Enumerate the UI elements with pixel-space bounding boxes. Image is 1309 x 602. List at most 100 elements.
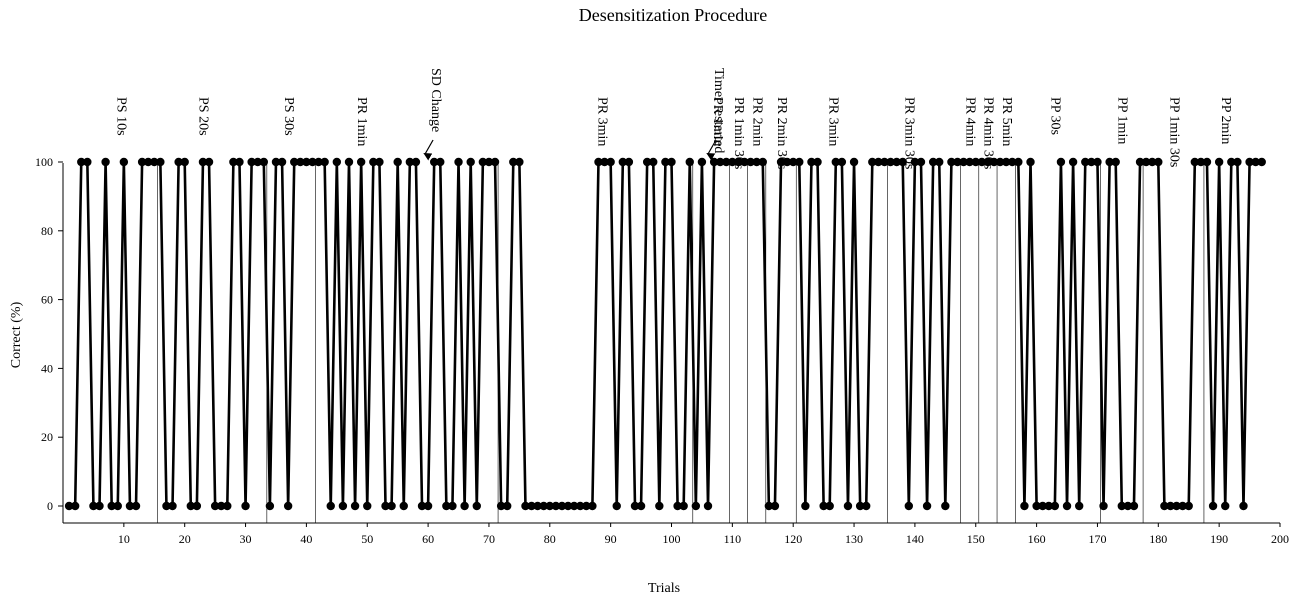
data-point bbox=[1093, 157, 1102, 167]
annotation-arrow bbox=[706, 139, 717, 161]
data-point bbox=[503, 501, 512, 511]
x-tick-label: 10 bbox=[118, 532, 130, 546]
data-point bbox=[977, 157, 987, 167]
data-point bbox=[253, 157, 262, 167]
data-point bbox=[375, 157, 384, 167]
annotation-arrow bbox=[423, 139, 434, 161]
data-point bbox=[1050, 501, 1060, 511]
data-point bbox=[174, 157, 183, 167]
data-point bbox=[326, 501, 335, 511]
data-point bbox=[959, 157, 968, 167]
data-point bbox=[484, 157, 494, 167]
data-point bbox=[77, 157, 86, 167]
data-point bbox=[685, 157, 694, 167]
data-point bbox=[983, 157, 993, 167]
phase-label: PS 10s bbox=[114, 97, 129, 136]
data-point bbox=[843, 501, 853, 511]
data-point bbox=[125, 501, 135, 511]
data-point bbox=[825, 501, 834, 511]
data-point bbox=[1239, 501, 1248, 511]
y-tick-label: 0 bbox=[47, 499, 53, 513]
data-point bbox=[557, 501, 567, 511]
data-point bbox=[1001, 157, 1011, 167]
data-point bbox=[381, 501, 390, 511]
data-point bbox=[131, 501, 141, 511]
data-point bbox=[168, 501, 177, 511]
data-point bbox=[551, 501, 561, 511]
data-point bbox=[941, 501, 950, 511]
data-point bbox=[423, 501, 433, 511]
phase-label: PR 3min 30s bbox=[902, 97, 917, 169]
phase-label: PR 1min bbox=[354, 97, 369, 146]
data-point bbox=[849, 157, 859, 167]
data-point bbox=[715, 157, 725, 167]
data-point bbox=[953, 157, 962, 167]
data-point bbox=[277, 157, 287, 167]
data-point bbox=[539, 501, 548, 511]
x-tick-label: 40 bbox=[300, 532, 312, 546]
data-point bbox=[1032, 501, 1041, 511]
data-point bbox=[338, 501, 348, 511]
data-point bbox=[965, 157, 974, 167]
data-point bbox=[563, 501, 573, 511]
data-point bbox=[898, 157, 907, 167]
data-point bbox=[1056, 157, 1066, 167]
data-point bbox=[217, 501, 226, 511]
data-point bbox=[1081, 157, 1090, 167]
data-point bbox=[332, 157, 342, 167]
data-point bbox=[904, 501, 914, 511]
data-point bbox=[1178, 501, 1187, 511]
data-point bbox=[472, 501, 481, 511]
data-point bbox=[1208, 501, 1218, 511]
data-point bbox=[247, 157, 256, 167]
data-point bbox=[1251, 157, 1260, 167]
x-tick-label: 170 bbox=[1088, 532, 1106, 546]
data-point bbox=[649, 157, 658, 167]
x-tick-label: 200 bbox=[1271, 532, 1289, 546]
x-tick-label: 60 bbox=[422, 532, 434, 546]
x-tick-label: 110 bbox=[724, 532, 742, 546]
data-point bbox=[296, 157, 305, 167]
data-point bbox=[569, 501, 579, 511]
data-point bbox=[265, 501, 275, 511]
data-point bbox=[1227, 157, 1236, 167]
x-tick-label: 20 bbox=[179, 532, 191, 546]
y-tick-label: 40 bbox=[41, 361, 53, 375]
data-point bbox=[302, 157, 311, 167]
data-point bbox=[1233, 157, 1242, 167]
data-point bbox=[70, 501, 80, 511]
annotations: PS 10s PS 20s PS 30s PR 1min PR 3min PR 1min P… bbox=[114, 68, 1233, 169]
data-point bbox=[545, 501, 554, 511]
data-point bbox=[101, 157, 110, 167]
data-point bbox=[697, 157, 707, 167]
phase-label: PR 1min 30s bbox=[731, 97, 746, 169]
phase-label: PP 30s bbox=[1048, 97, 1063, 135]
data-point bbox=[259, 157, 269, 167]
y-tick-label: 80 bbox=[41, 224, 53, 238]
ticks: 0 20 40 60 80 100 10 20 30 40 50 60 70 80 90 100 110 120 1… bbox=[35, 155, 1289, 546]
data-point bbox=[1214, 157, 1224, 167]
data-point bbox=[192, 501, 202, 511]
data-point bbox=[947, 157, 956, 167]
phase-label: PP 1min 30s bbox=[1166, 97, 1181, 167]
phase-label: PR 1min bbox=[710, 97, 725, 146]
data-point bbox=[89, 501, 98, 511]
phase-label: PR 3min bbox=[826, 97, 841, 146]
data-point bbox=[916, 157, 926, 167]
data-point bbox=[107, 501, 116, 511]
data-point bbox=[612, 501, 621, 511]
data-point bbox=[1245, 157, 1254, 167]
data-point bbox=[411, 157, 421, 167]
data-point bbox=[782, 157, 792, 167]
data-point bbox=[283, 501, 293, 511]
data-point bbox=[1026, 157, 1035, 167]
x-tick-label: 70 bbox=[483, 532, 495, 546]
data-point bbox=[770, 501, 780, 511]
data-point bbox=[198, 157, 208, 167]
x-tick-label: 90 bbox=[605, 532, 617, 546]
x-tick-label: 100 bbox=[663, 532, 681, 546]
phase-label: PR 2min 30s bbox=[774, 97, 789, 169]
data-point bbox=[734, 157, 743, 167]
data-point bbox=[813, 157, 822, 167]
data-point bbox=[356, 157, 366, 167]
